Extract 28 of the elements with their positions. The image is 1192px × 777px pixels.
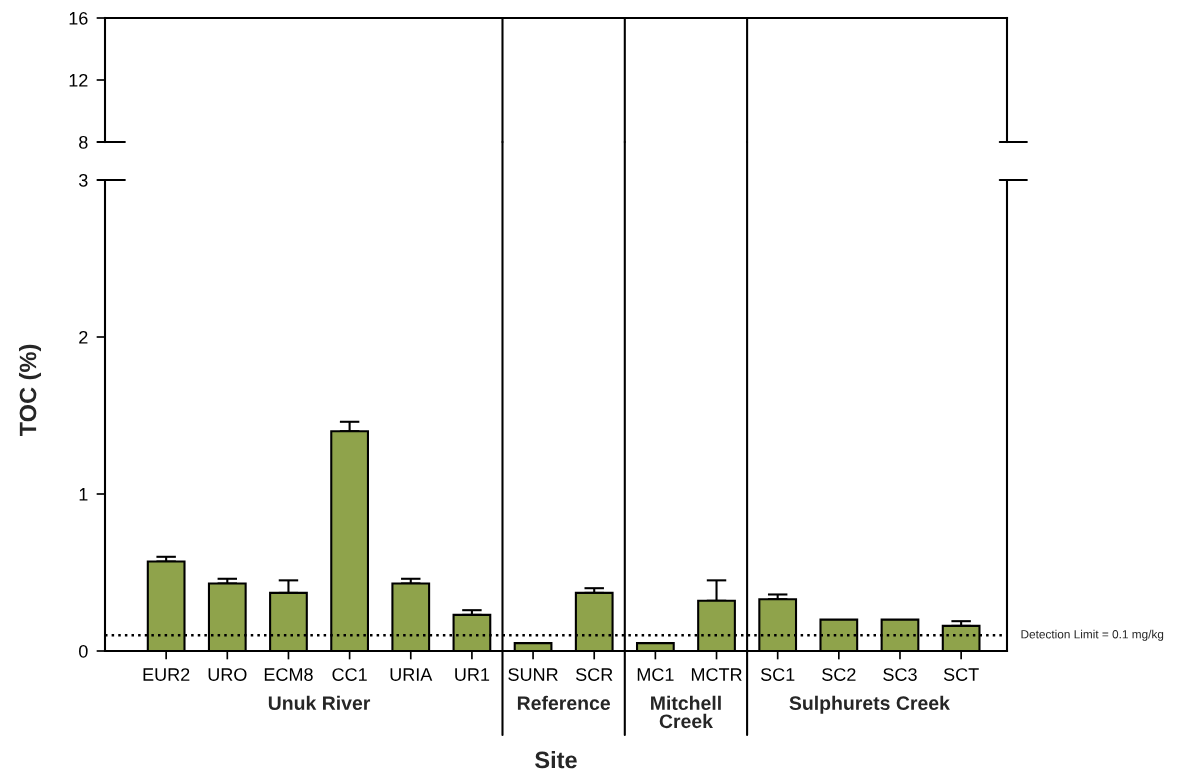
x-tick-label: SC1: [760, 668, 795, 681]
x-tick-label: MCTR: [691, 668, 742, 681]
x-tick-label: ECM8: [264, 668, 313, 681]
text: Sulphurets Creek: [789, 695, 950, 714]
x-tick-label: MC1: [637, 668, 674, 681]
text: Unuk River: [268, 695, 371, 711]
text: Mitchell Creek: [651, 695, 721, 729]
text: 8: [79, 135, 88, 149]
x-tick-label: URIA: [390, 668, 433, 681]
text: 12: [69, 73, 88, 87]
x-axis-title: Site: [535, 750, 577, 769]
text: 16: [69, 11, 88, 25]
x-tick-label: SCR: [575, 668, 613, 681]
y-axis-title: TOC (%): [19, 344, 42, 437]
y-tick-label: 0: [79, 644, 88, 658]
y-tick-label: 2: [79, 330, 88, 344]
x-tick-label: UR1: [455, 668, 490, 681]
x-tick-label: SC3: [883, 668, 917, 681]
x-tick-label: SC2: [822, 668, 856, 681]
y-tick-label: 1: [79, 488, 88, 501]
x-tick-label: URO: [208, 668, 247, 681]
ref-line-label: Detection Limit = 0.1 mg/kg: [1021, 629, 1164, 641]
x-tick-label: CC1: [332, 668, 367, 681]
text: Reference: [517, 695, 610, 711]
x-tick-label: EUR2: [143, 668, 190, 681]
x-tick-label: SUNR: [508, 668, 558, 681]
x-tick-label: SCT: [943, 668, 979, 681]
y-tick-label: 3: [78, 173, 88, 187]
